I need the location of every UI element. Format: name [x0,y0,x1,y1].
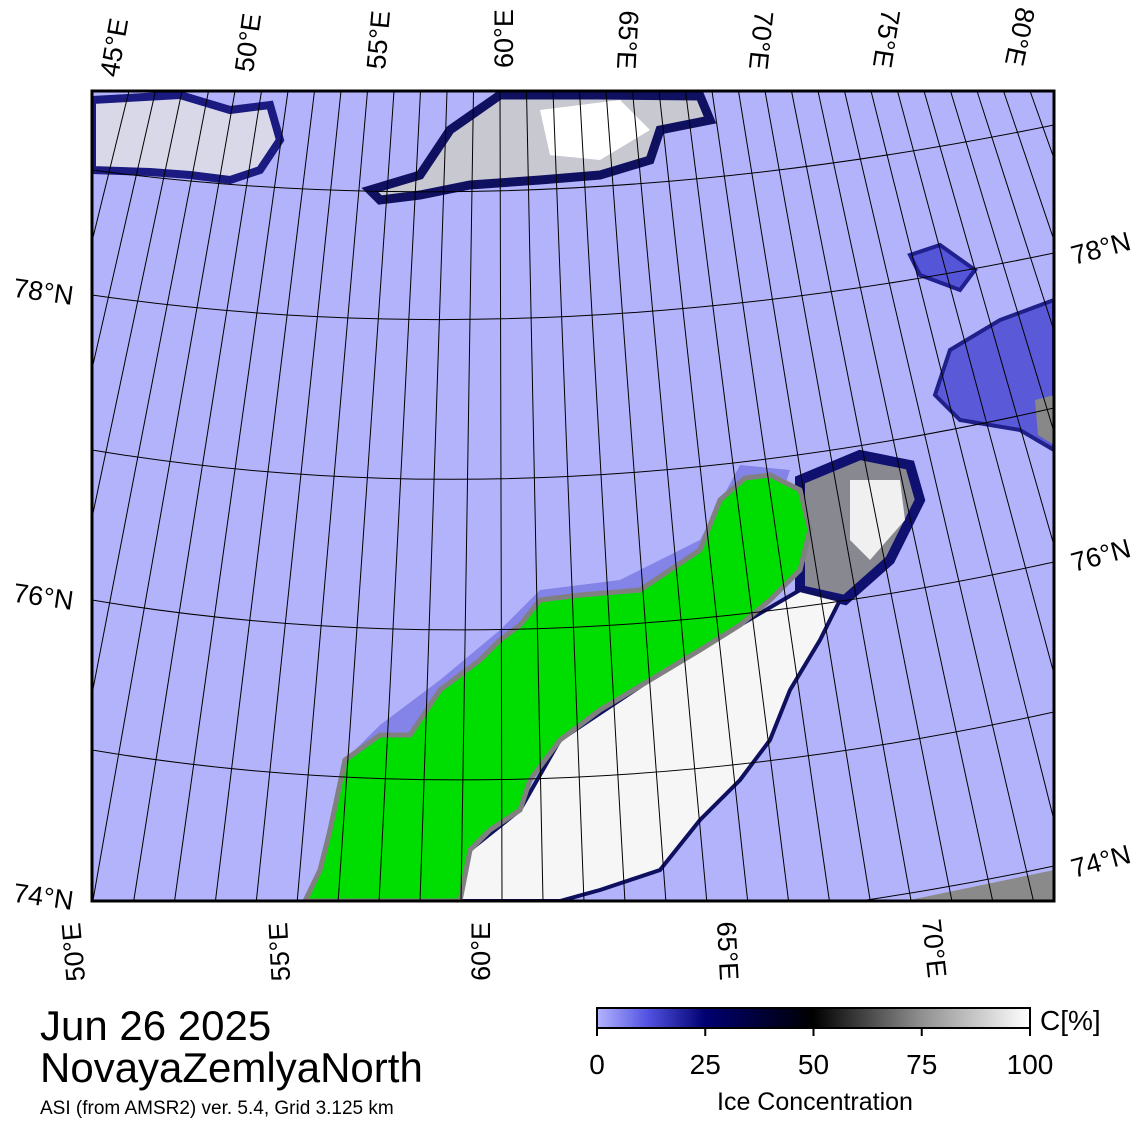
colorbar-tick-label: 25 [690,1049,721,1080]
meridian [92,91,209,697]
lon-label: 80°E [999,5,1041,69]
meridian [552,91,585,901]
meridian [976,91,1054,333]
source: ASI (from AMSR2) ver. 5.4, Grid 3.125 km [40,1098,394,1119]
meridian [92,91,130,244]
colorbar-tick-label: 0 [589,1049,605,1080]
meridian [950,91,1054,434]
meridian [817,91,994,901]
meridian [526,91,544,901]
sea-ice [932,297,1054,453]
lon-label: 70°E [743,9,779,71]
meridian [685,91,790,901]
top-labels: 45°E 50°E 55°E 60°E 65°E 70°E 75°E 80°E [94,5,1040,79]
lon-label: 75°E [867,7,906,70]
meridian [1110,91,1147,913]
colorbar-label: Ice Concentration [717,1088,913,1116]
lon-label: 65°E [711,921,744,981]
meridian [1083,91,1147,912]
meridian [174,91,289,901]
sea-ice [907,242,978,293]
colorbar-unit: C[%] [1040,1005,1101,1036]
meridian [897,91,1054,676]
lat-label: 78°N [1068,226,1134,271]
colorbar [596,1007,1031,1029]
meridian [1136,91,1147,913]
meridian [460,91,474,901]
meridian [419,91,448,901]
map-area [92,91,1147,913]
region: NovayaZemlyaNorth [40,1044,423,1091]
meridian [1057,91,1147,912]
lon-label: 70°E [916,917,952,979]
meridian [92,91,156,372]
parallel [92,711,1054,781]
colorbar-ticks: 0 25 50 75 100 [589,1028,1053,1080]
lat-label: 74°N [1068,839,1134,884]
graticule [92,91,1147,913]
lat-label: 76°N [1068,533,1134,578]
meridian [337,91,395,901]
lon-label: 50°E [56,921,91,982]
parallel [92,407,1054,480]
lat-label: 78°N [11,273,75,311]
land-novaya-zemlya [302,472,813,901]
lon-label: 50°E [229,11,267,73]
meridian [738,91,871,901]
parallel [92,561,1054,631]
sea-ice [850,480,905,560]
meridian [296,91,368,901]
lon-label: 60°E [466,922,496,981]
fast-ice [457,587,843,901]
lon-label: 55°E [361,9,396,70]
meridian [632,91,708,901]
meridian [378,91,421,901]
meridian [923,91,1054,548]
meridian [844,91,1034,901]
meridian [658,91,749,901]
meridian [711,91,830,901]
meridian [499,91,503,901]
meridian [764,91,912,901]
lon-label: 60°E [489,9,519,68]
map-frame [90,89,1056,903]
meridian [214,91,315,901]
date: Jun 26 2025 [40,1002,271,1049]
lon-label: 55°E [263,922,296,982]
meridian [133,91,262,901]
meridian [92,91,236,901]
lon-label: 45°E [94,16,134,79]
sea-ice [540,100,650,160]
sea-ice [1035,395,1054,445]
meridian [605,91,667,901]
land [905,870,1054,901]
sea-ice [92,91,285,185]
lon-label: 65°E [611,10,644,70]
meridian [791,91,953,901]
meridian [579,91,626,901]
colorbar-tick-label: 75 [906,1049,937,1080]
colorbar-tick-label: 50 [798,1049,829,1080]
meridian [92,91,183,521]
bottom-labels: 50°E 55°E 60°E 65°E 70°E [56,917,952,982]
parallel [92,865,1054,901]
meridian [1003,91,1054,242]
meridian [255,91,342,901]
lat-label: 74°N [11,878,75,916]
parallel [92,252,1054,321]
meridian [870,91,1054,823]
lat-label: 76°N [11,578,75,616]
colorbar-tick-label: 100 [1007,1049,1054,1080]
